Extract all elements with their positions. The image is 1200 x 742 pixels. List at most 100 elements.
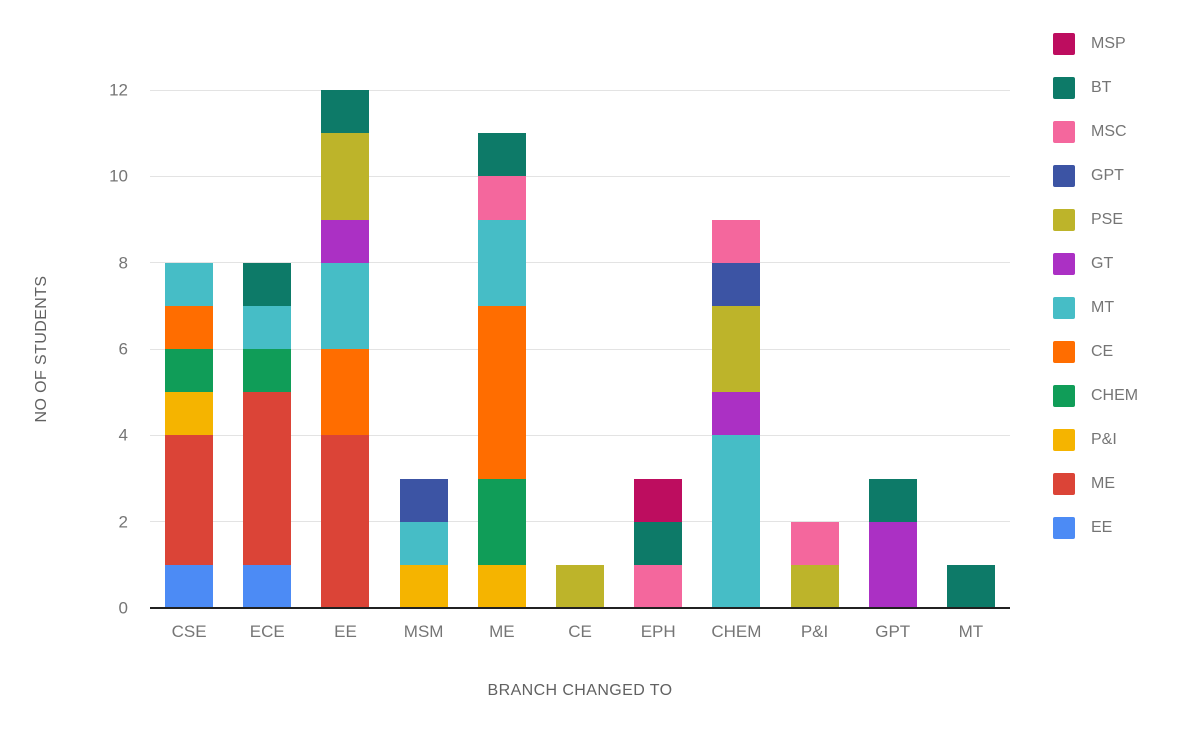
bar-segment-EE-GT[interactable] [321,219,370,263]
gridline [150,89,1010,91]
bar-segment-P&I-MSC[interactable] [790,521,839,565]
legend-swatch-MSP [1053,33,1075,55]
legend-item-MSC[interactable]: MSC [1053,121,1138,143]
bar-segment-ECE-EE[interactable] [243,564,292,608]
plot-area: 0 2 4 6 8 10 12 CSE ECE EE MSM ME CE EPH CHEM P&I GPT MT [109,82,1010,641]
bar-segment-GPT-BT[interactable] [868,478,917,522]
bar-ME [477,133,526,608]
x-tick-label-P&I: P&I [800,622,829,641]
bar-segment-CHEM-MT[interactable] [712,435,761,608]
bar-P&I [790,521,839,608]
bar-segment-ME-MSC[interactable] [477,176,526,220]
legend-label-P&I: P&I [1091,431,1117,448]
y-tick-label-8: 8 [118,253,128,273]
y-tick-label-10: 10 [109,166,128,186]
legend-item-EE[interactable]: EE [1053,517,1138,539]
y-tick-label-6: 6 [118,339,128,359]
x-tick-label-EE: EE [334,622,357,641]
gridline [150,262,1010,264]
legend-label-CHEM: CHEM [1091,387,1139,404]
legend-item-GT[interactable]: GT [1053,253,1138,275]
bar-segment-CSE-P&I[interactable] [165,392,214,436]
bar-segment-ME-CHEM[interactable] [477,478,526,565]
bar-MT [946,564,995,608]
bar-segment-EPH-BT[interactable] [634,521,683,565]
legend-label-CE: CE [1091,343,1114,360]
bar-segment-ECE-CHEM[interactable] [243,349,292,393]
bar-GPT [868,478,917,608]
bar-segment-P&I-PSE[interactable] [790,564,839,608]
bar-segment-CSE-EE[interactable] [165,564,214,608]
bar-segment-CSE-MT[interactable] [165,262,214,306]
bar-segment-MSM-P&I[interactable] [399,564,448,608]
bar-segment-CHEM-GT[interactable] [712,392,761,436]
legend-item-CE[interactable]: CE [1053,341,1138,363]
bar-segment-ME-BT[interactable] [477,133,526,177]
bar-segment-MSM-MT[interactable] [399,521,448,565]
legend-swatch-EE [1053,517,1075,539]
x-tick-label-CE: CE [568,622,592,641]
gridline [150,521,1010,523]
legend-swatch-GT [1053,253,1075,275]
legend-item-MSP[interactable]: MSP [1053,33,1138,55]
bar-CHEM [712,219,761,608]
bar-segment-CSE-CHEM[interactable] [165,349,214,393]
bar-ECE [243,262,292,608]
legend-item-BT[interactable]: BT [1053,77,1138,99]
y-tick-label-4: 4 [118,425,128,445]
x-tick-label-ME: ME [489,622,515,641]
bar-segment-ECE-ME[interactable] [243,392,292,565]
bar-segment-EE-ME[interactable] [321,435,370,608]
legend-label-BT: BT [1091,79,1112,96]
y-tick-label-2: 2 [118,512,128,532]
bar-segment-ECE-MT[interactable] [243,305,292,350]
legend-item-CHEM[interactable]: CHEM [1053,385,1138,407]
legend: MSP BT MSC GPT PSE GT MT CE CHEM P&I ME EE [1053,33,1138,539]
bar-MSM [399,478,448,608]
x-tick-label-ECE: ECE [249,622,285,641]
bar-segment-CHEM-PSE[interactable] [712,305,761,393]
bar-segment-CHEM-GPT[interactable] [712,262,761,306]
x-tick-label-MT: MT [958,622,984,641]
bar-segment-EE-PSE[interactable] [321,133,370,220]
legend-label-MT: MT [1091,299,1115,316]
legend-swatch-BT [1053,77,1075,99]
legend-item-PSE[interactable]: PSE [1053,209,1138,231]
legend-swatch-GPT [1053,165,1075,187]
legend-swatch-MSC [1053,121,1075,143]
gridline [150,434,1010,436]
bar-segment-MSM-GPT[interactable] [399,478,448,522]
bar-segment-EE-MT[interactable] [321,262,370,350]
y-tick-label-12: 12 [109,80,128,100]
bar-segment-EPH-MSP[interactable] [634,478,683,522]
bar-segment-EPH-MSC[interactable] [634,564,683,608]
bar-segment-ME-CE[interactable] [477,305,526,479]
legend-item-MT[interactable]: MT [1053,297,1138,319]
x-axis-line [150,607,1010,609]
bar-segment-CSE-ME[interactable] [165,435,214,565]
x-tick-label-GPT: GPT [875,622,911,641]
bar-segment-ME-P&I[interactable] [477,564,526,608]
bar-segment-EE-BT[interactable] [321,90,370,134]
bar-segment-ECE-BT[interactable] [243,262,292,306]
legend-label-ME: ME [1091,475,1115,492]
bar-segment-CSE-CE[interactable] [165,305,214,350]
legend-item-GPT[interactable]: GPT [1053,165,1138,187]
bar-segment-ME-MT[interactable] [477,219,526,306]
bar-segment-CHEM-MSC[interactable] [712,219,761,263]
legend-label-EE: EE [1091,519,1113,536]
bar-segment-GPT-GT[interactable] [868,521,917,608]
x-tick-label-CSE: CSE [171,622,207,641]
legend-label-PSE: PSE [1091,211,1124,228]
x-tick-label-MSM: MSM [403,622,444,641]
bar-segment-CE-PSE[interactable] [556,564,604,608]
bar-EPH [634,478,683,608]
bar-segment-EE-CE[interactable] [321,349,370,436]
legend-item-ME[interactable]: ME [1053,473,1138,495]
legend-swatch-ME [1053,473,1075,495]
legend-item-P&I[interactable]: P&I [1053,429,1138,451]
bar-CE [556,564,604,608]
legend-swatch-P&I [1053,429,1075,451]
bar-segment-MT-BT[interactable] [946,564,995,608]
